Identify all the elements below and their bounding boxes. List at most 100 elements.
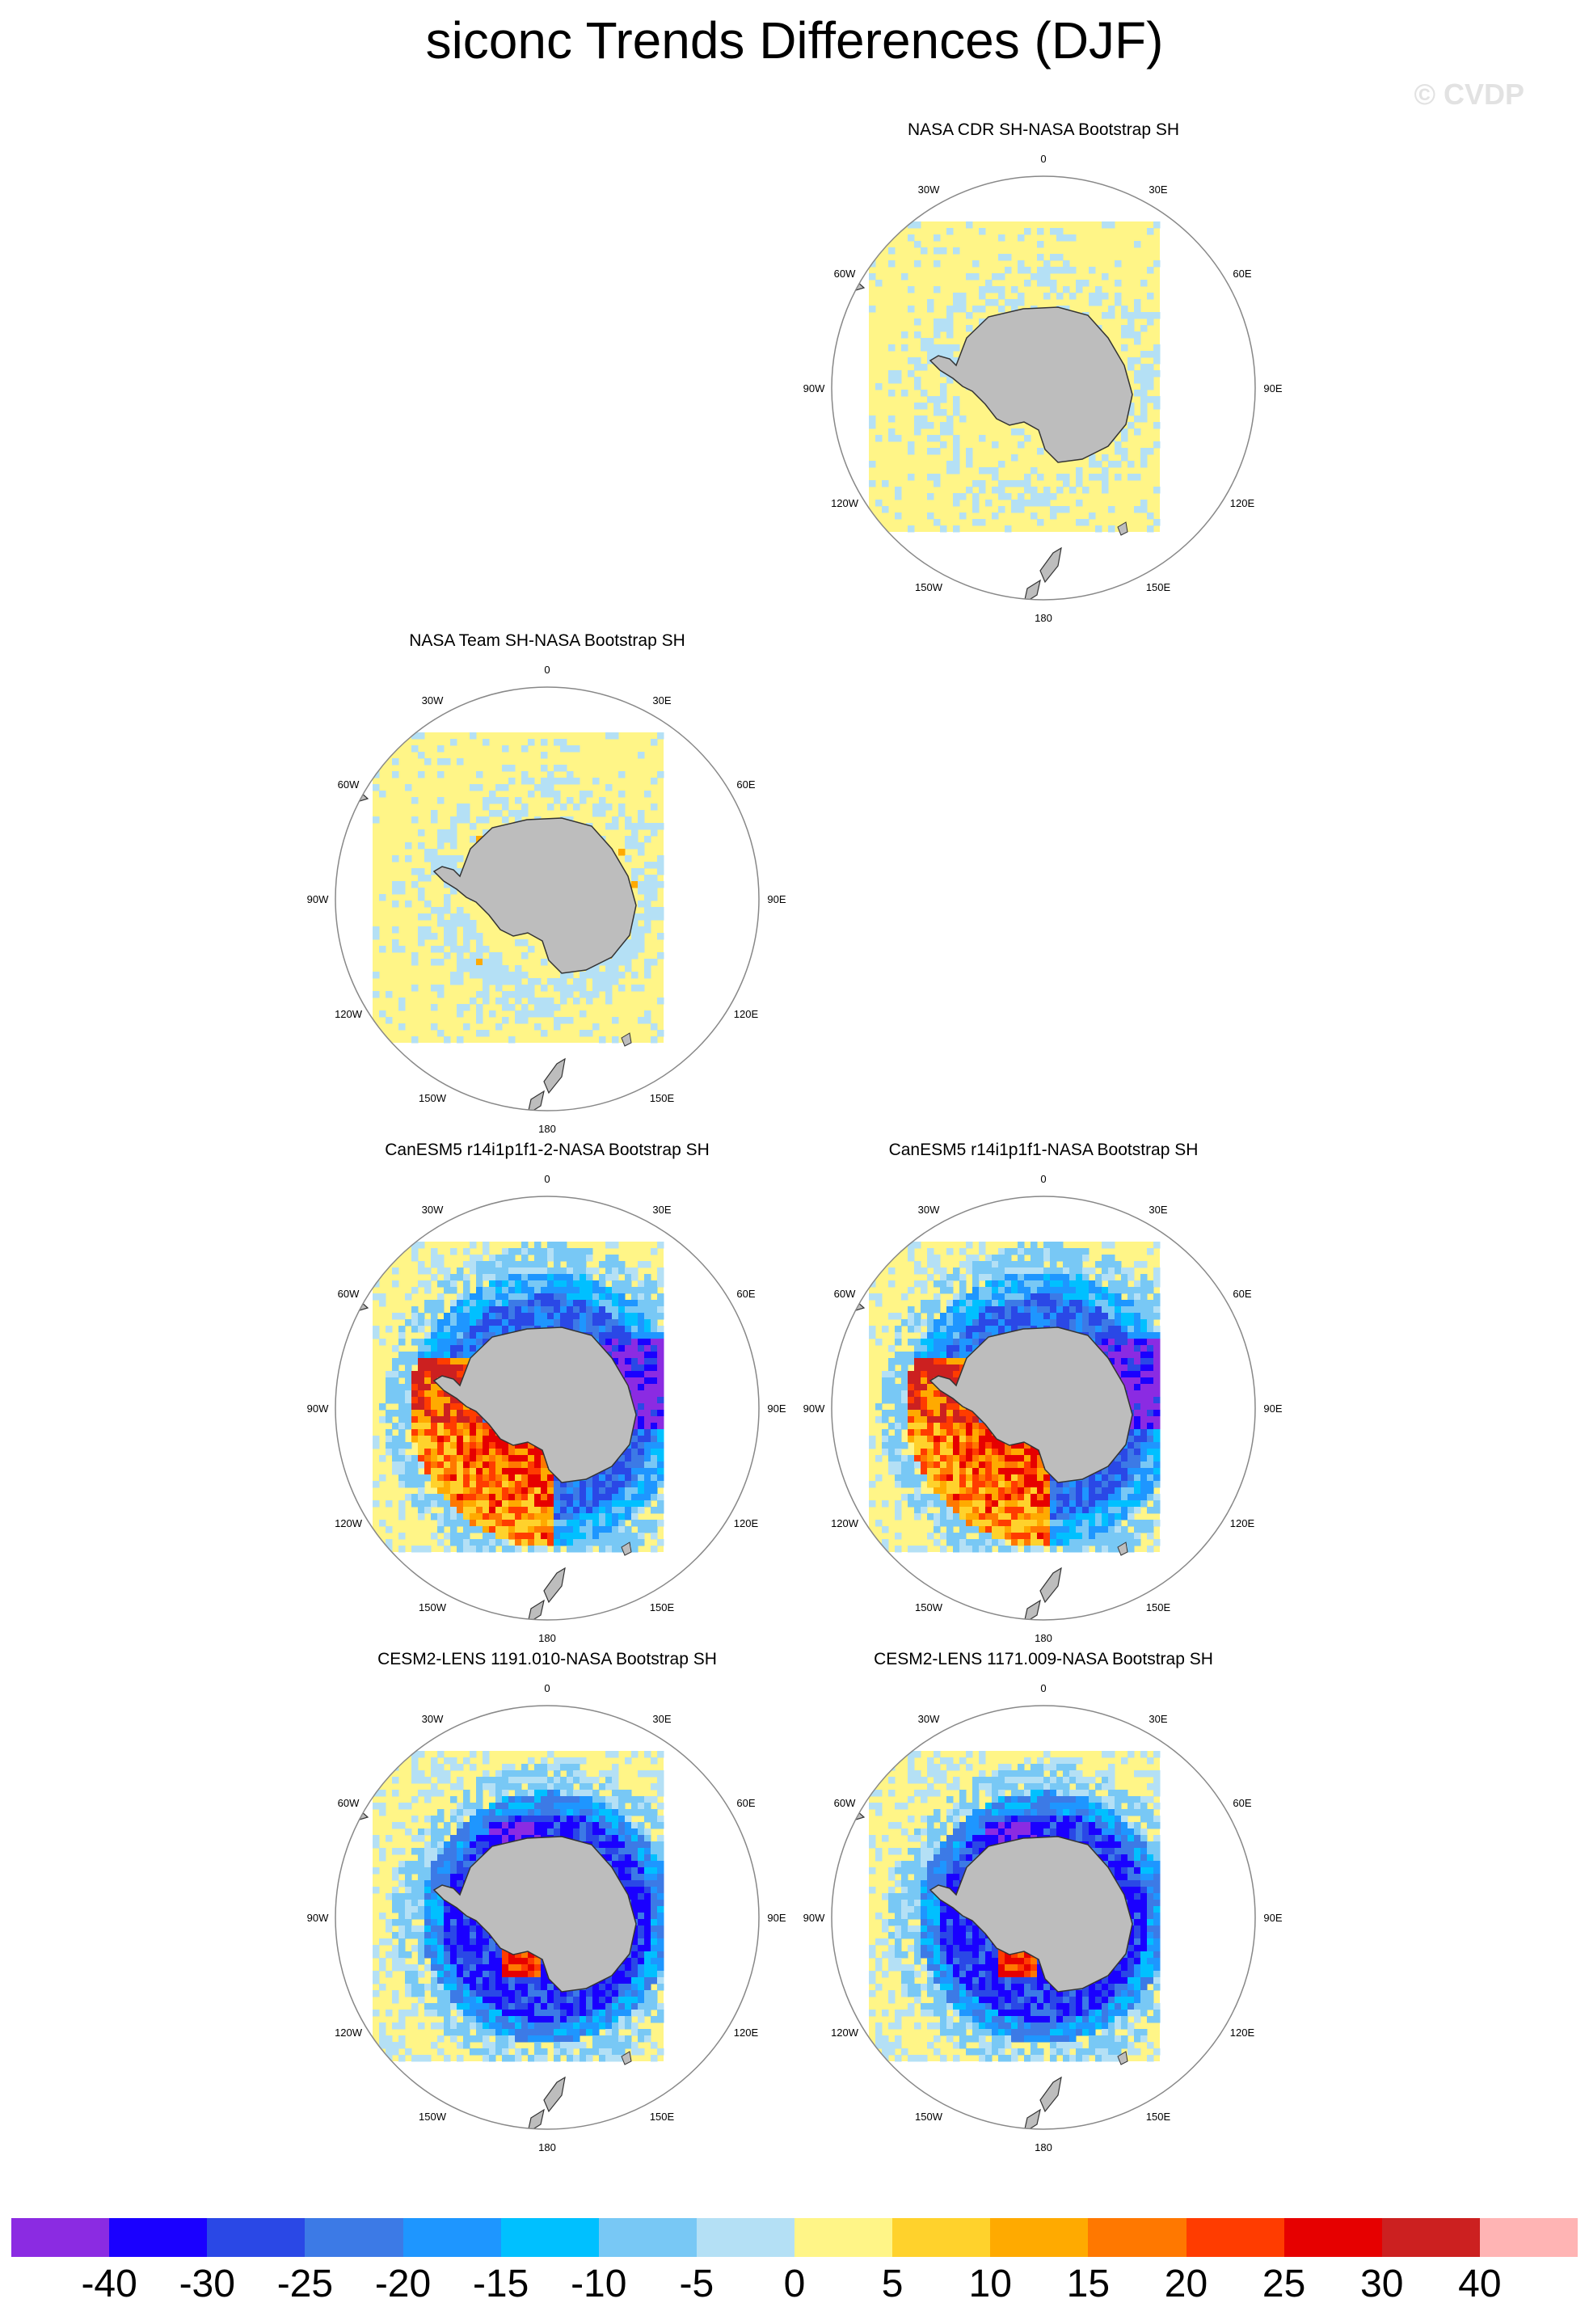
data-cell [508, 1533, 516, 1540]
data-cell [489, 972, 496, 979]
data-cell [470, 1468, 477, 1475]
data-cell [1050, 1520, 1057, 1527]
data-cell [908, 1306, 915, 1314]
data-cell [998, 1293, 1005, 1301]
data-cell [411, 1546, 419, 1553]
data-cell [470, 1507, 477, 1514]
data-cell [495, 1809, 503, 1816]
data-cell [424, 1546, 432, 1553]
data-cell [657, 1410, 664, 1417]
data-cell [476, 1487, 483, 1495]
data-cell [411, 1770, 419, 1778]
data-cell [1050, 512, 1057, 520]
data-cell [638, 1352, 645, 1359]
data-cell [483, 1770, 490, 1778]
data-cell [631, 823, 639, 830]
data-cell [934, 1539, 941, 1546]
data-cell [869, 1293, 876, 1301]
data-cell [470, 972, 477, 979]
data-cell [972, 1287, 980, 1294]
data-cell [934, 1403, 941, 1411]
data-cell [1076, 1267, 1083, 1275]
data-cell [450, 1358, 457, 1365]
data-cell [946, 1494, 954, 1501]
data-cell [379, 1520, 386, 1527]
data-cell [953, 1306, 960, 1314]
data-cell [424, 1306, 432, 1314]
data-cell [541, 752, 548, 759]
data-cell [483, 1455, 490, 1462]
data-cell [1115, 1280, 1122, 1288]
data-cell [1056, 1274, 1064, 1281]
data-cell [644, 1494, 651, 1501]
data-cell [450, 1416, 457, 1424]
data-cell [1134, 1526, 1141, 1533]
data-cell [489, 1783, 496, 1790]
data-cell [554, 1261, 561, 1268]
data-cell [554, 739, 561, 746]
data-cell [502, 1803, 509, 1810]
data-cell [437, 1416, 445, 1424]
data-cell [644, 836, 651, 843]
data-cell [554, 1539, 561, 1546]
longitude-label: 60W [338, 778, 360, 791]
data-cell [1140, 1481, 1148, 1488]
data-cell [586, 1267, 593, 1275]
data-cell [901, 1364, 908, 1372]
data-cell [567, 1796, 574, 1803]
data-cell [1115, 1539, 1122, 1546]
data-cell [483, 1757, 490, 1765]
data-cell [940, 1455, 947, 1462]
data-cell [521, 991, 529, 998]
data-cell [495, 1461, 503, 1469]
data-cell [631, 1507, 639, 1514]
data-cell [992, 1474, 999, 1482]
data-cell [1050, 506, 1057, 513]
data-cell [1024, 1280, 1031, 1288]
data-cell [625, 1455, 632, 1462]
data-cell [1069, 1313, 1077, 1320]
longitude-label: 90W [803, 1402, 825, 1415]
data-cell [547, 803, 554, 811]
data-cell [605, 1306, 613, 1314]
data-cell [914, 1384, 921, 1391]
data-cell [895, 1481, 902, 1488]
data-cell [651, 1416, 658, 1424]
longitude-label: 90W [803, 382, 825, 394]
data-cell [521, 1313, 529, 1320]
data-cell [489, 1822, 496, 1829]
data-cell [1134, 506, 1141, 513]
data-cell [450, 1494, 457, 1501]
data-cell [521, 1010, 529, 1018]
data-cell [547, 1255, 554, 1262]
data-cell [411, 1287, 419, 1294]
data-cell [599, 1313, 606, 1320]
data-cell [657, 1313, 664, 1320]
data-cell [476, 1783, 483, 1790]
antarctica-landmass [432, 1326, 637, 1483]
data-cell [463, 1436, 470, 1443]
data-cell [940, 1442, 947, 1449]
data-cell [1037, 1306, 1044, 1314]
data-cell [1069, 1487, 1077, 1495]
data-cell [1121, 1300, 1128, 1307]
data-cell [992, 467, 999, 475]
data-cell [1082, 1500, 1090, 1508]
data-cell [651, 739, 658, 746]
data-cell [921, 1455, 928, 1462]
data-cell [457, 1449, 464, 1456]
data-cell [373, 1326, 380, 1333]
data-cell [489, 1313, 496, 1320]
data-cell [528, 1010, 535, 1018]
data-cell [528, 1449, 535, 1456]
data-cell [1134, 1481, 1141, 1488]
data-cell [599, 1513, 606, 1521]
data-cell [521, 1261, 529, 1268]
data-cell [599, 1526, 606, 1533]
data-cell [644, 1770, 651, 1778]
data-cell [1140, 1461, 1148, 1469]
data-cell [573, 1539, 580, 1546]
data-cell [437, 1520, 445, 1527]
data-cell [541, 1455, 548, 1462]
data-cell [644, 1403, 651, 1411]
